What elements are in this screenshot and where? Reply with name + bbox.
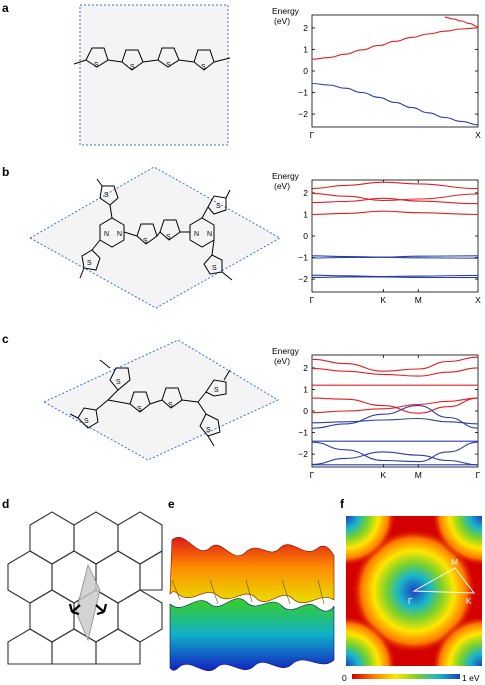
conduction-band-line: [311, 197, 479, 205]
valence-band-line: [311, 417, 479, 425]
y-tick-label: −2: [298, 449, 308, 459]
sulfur-label: S: [168, 402, 173, 409]
valence-band-line: [311, 405, 479, 429]
lattice-vector-arrow-icon: [68, 603, 81, 616]
y-axis-unit-label: (eV): [274, 181, 290, 191]
y-tick-label: 0: [303, 66, 308, 76]
valence-band-line: [311, 441, 479, 463]
sulfur-label: S: [116, 379, 121, 386]
nitrogen-label: N: [207, 231, 212, 238]
x-tick-label: Γ: [310, 470, 315, 480]
sulfur-label: S: [166, 234, 171, 241]
conduction-band-line: [311, 367, 479, 377]
valence-band-line: [311, 276, 479, 279]
y-tick-label: 2: [303, 188, 308, 198]
sulfur-label: S: [212, 265, 217, 272]
y-tick-label: −1: [298, 428, 308, 438]
x-tick-label: K: [381, 295, 387, 305]
unit-cell-b: N N N N S S S S S S: [28, 166, 282, 309]
colorbar-min-label: 0: [342, 673, 347, 683]
kpoint-m-label: M: [451, 557, 458, 567]
colorbar-max-label: 1 eV: [462, 673, 480, 683]
panel-label-d: d: [2, 497, 9, 511]
sulfur-label: S: [84, 418, 89, 425]
plot-frame: [311, 14, 479, 128]
nitrogen-label: N: [104, 231, 109, 238]
sulfur-label: S: [216, 203, 221, 210]
conduction-band-line: [444, 16, 479, 28]
band-surface-3d: [169, 537, 335, 671]
panel-label-c: c: [2, 332, 9, 346]
y-axis-label: Energy: [272, 6, 300, 16]
y-axis-label: Energy: [272, 346, 300, 356]
conduction-band-line: [311, 397, 479, 414]
y-axis-unit-label: (eV): [274, 16, 290, 26]
x-tick-label: X: [475, 295, 481, 305]
nitrogen-label: N: [117, 231, 122, 238]
sulfur-label: S: [130, 64, 135, 71]
sulfur-label: S: [94, 62, 99, 69]
panel-label-f: f: [340, 497, 345, 511]
conduction-band-line: [311, 181, 479, 190]
valence-band-line: [311, 451, 479, 466]
valence-band-line: [311, 82, 479, 126]
panel-label-b: b: [2, 165, 9, 179]
y-axis-unit-label: (eV): [274, 356, 290, 366]
y-axis-label: Energy: [272, 171, 300, 181]
band-structure-plot-a: Energy(eV) 2 1 0 −1 −2 Γ X: [272, 6, 481, 140]
sulfur-label: S: [87, 260, 92, 267]
kpoint-gamma-label: Γ: [408, 596, 413, 606]
x-tick-label: M: [415, 470, 422, 480]
sulfur-label: S: [166, 62, 171, 69]
unit-cell-a: S S S S: [73, 4, 231, 146]
thiophene-node-molecule: [69, 359, 231, 447]
sulfur-label: S: [214, 387, 219, 394]
y-tick-label: −2: [298, 274, 308, 284]
sulfur-label: S: [137, 406, 142, 413]
y-tick-label: −1: [298, 253, 308, 263]
unit-cell-c: S S S S S S: [42, 339, 280, 461]
primitive-cell-highlight: [68, 563, 108, 642]
x-tick-label: X: [475, 130, 481, 140]
y-tick-label: 0: [303, 406, 308, 416]
x-tick-label: M: [415, 295, 422, 305]
conduction-band-line: [311, 210, 479, 216]
y-tick-label: 1: [303, 209, 308, 219]
y-tick-label: 2: [303, 23, 308, 33]
band-structure-plot-c: Energy(eV) 2 1 0 −1 −2 Γ K M Γ: [272, 346, 481, 480]
x-tick-label: Γ: [310, 130, 315, 140]
y-tick-label: 1: [303, 44, 308, 54]
band-structure-plot-b: Energy(eV) 2 1 0 −1 −2 Γ K M X: [272, 171, 481, 305]
conduction-band-line: [311, 27, 479, 60]
panel-label-a: a: [2, 1, 9, 15]
kpoint-k-label: K: [466, 596, 472, 606]
triazine-molecule: [79, 178, 233, 281]
nitrogen-label: N: [194, 231, 199, 238]
y-tick-label: 2: [303, 363, 308, 373]
valence-band-line: [311, 256, 479, 259]
y-tick-label: 0: [303, 231, 308, 241]
y-tick-label: −2: [298, 109, 308, 119]
sulfur-label: S: [143, 238, 148, 245]
y-tick-label: −1: [298, 88, 308, 98]
y-tick-label: 1: [303, 384, 308, 394]
conduction-band-line: [311, 356, 479, 372]
colorbar: [352, 674, 460, 679]
conduction-band-line: [311, 192, 479, 202]
x-tick-label: K: [381, 470, 387, 480]
gap-heatmap: [346, 516, 482, 666]
x-tick-label: Γ: [310, 295, 315, 305]
sulfur-label: S: [206, 427, 211, 434]
tetrathiophene-molecule: [73, 47, 231, 71]
sulfur-label: S: [104, 192, 109, 199]
sulfur-label: S: [201, 64, 206, 71]
lattice-vector-arrow-icon: [95, 603, 108, 616]
x-tick-label: Γ: [476, 470, 481, 480]
panel-label-e: e: [168, 497, 175, 511]
